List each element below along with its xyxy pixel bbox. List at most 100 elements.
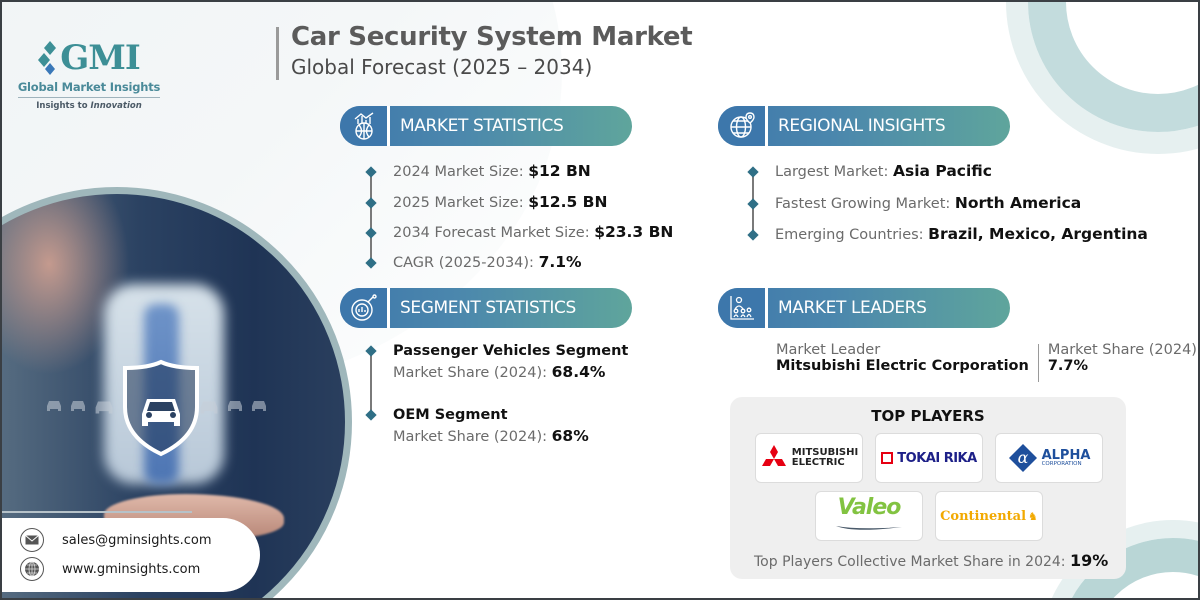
region-value: Asia Pacific: [892, 162, 992, 180]
stat-row-2025-size: 2025 Market Size: $12.5 BN: [365, 193, 673, 223]
logo-text: GMI: [60, 38, 141, 78]
mail-icon: [20, 528, 44, 552]
segment-passenger-vehicles: Passenger Vehicles Segment Market Share …: [365, 343, 629, 407]
chart-globe-icon: [340, 106, 390, 146]
segment-value: 68%: [551, 427, 589, 445]
section-title: SEGMENT STATISTICS: [400, 298, 576, 318]
segment-value: 68.4%: [551, 363, 606, 381]
brand-name: Global Market Insights: [17, 80, 161, 94]
car-icon: [252, 401, 266, 411]
continental-horse-icon: ♞: [1028, 509, 1038, 523]
car-icon: [71, 401, 85, 411]
leader-label: Market Leader: [776, 342, 881, 358]
logo-text: Continental: [940, 508, 1027, 524]
top-players-footer: Top Players Collective Market Share in 2…: [754, 551, 1108, 570]
title-accent-bar: [276, 27, 279, 80]
bullet-icon: [747, 229, 759, 241]
region-row-emerging: Emerging Countries: Brazil, Mexico, Arge…: [747, 225, 1148, 253]
tagline-emphasis: Innovation: [90, 101, 142, 111]
brand-tagline: Insights to Innovation: [16, 101, 162, 111]
regional-insights-header: REGIONAL INSIGHTS: [718, 106, 1010, 146]
gmi-logo: GMI Global Market Insights Insights to I…: [16, 38, 162, 111]
logo-text: TOKAI RIKA: [897, 450, 977, 466]
segment-label: Market Share (2024):: [393, 429, 552, 445]
diamond-logo-icon: [38, 41, 57, 75]
region-label: Fastest Growing Market:: [775, 196, 955, 212]
leader-value: Mitsubishi Electric Corporation: [776, 358, 1029, 374]
stat-label: 2034 Forecast Market Size:: [393, 225, 595, 241]
bullet-icon: [747, 166, 759, 178]
footer-value: 19%: [1069, 551, 1109, 570]
regional-insights-list: Largest Market: Asia Pacific Fastest Gro…: [747, 162, 1148, 253]
region-label: Emerging Countries:: [775, 227, 929, 243]
logo-line1: ALPHA: [1041, 447, 1091, 463]
car-row-left: [44, 399, 116, 416]
logo-mark: GMI: [16, 38, 162, 78]
bullet-icon: [365, 409, 377, 421]
section-title: MARKET LEADERS: [778, 298, 927, 318]
logo-mitsubishi-electric: MITSUBISHI ELECTRIC: [755, 433, 863, 483]
stat-label: 2025 Market Size:: [393, 195, 529, 211]
bullet-icon: [747, 198, 759, 210]
stat-row-2034-forecast: 2034 Forecast Market Size: $23.3 BN: [365, 223, 674, 253]
page-subtitle: Global Forecast (2025 – 2034): [291, 55, 593, 79]
top-players-card: TOP PLAYERS MITSUBISHI ELECTRIC TOKAI RI…: [730, 397, 1126, 579]
contact-website[interactable]: www.gminsights.com: [20, 557, 200, 581]
footer-label: Top Players Collective Market Share in 2…: [754, 554, 1070, 570]
logo-divider: [18, 97, 160, 98]
stat-value: 7.1%: [538, 253, 582, 271]
share-value: 7.7%: [1047, 358, 1089, 374]
page-title: Car Security System Market: [291, 22, 693, 52]
shield-car-icon: [123, 359, 199, 457]
tokai-rika-mark-icon: [881, 452, 894, 464]
region-row-largest: Largest Market: Asia Pacific: [747, 162, 1148, 194]
stat-value: $23.3 BN: [594, 223, 674, 241]
valeo-swoosh-icon: [836, 526, 902, 530]
share-label: Market Share (2024): [1047, 342, 1197, 358]
market-statistics-list: 2024 Market Size: $12 BN 2025 Market Siz…: [365, 162, 674, 281]
stat-value: $12 BN: [528, 162, 591, 180]
contact-divider: [2, 511, 192, 513]
car-icon: [200, 401, 218, 414]
logo-line2: CORPORATION: [1041, 460, 1082, 467]
section-title: MARKET STATISTICS: [400, 116, 564, 136]
stat-label: CAGR (2025-2034):: [393, 255, 539, 271]
globe-pin-icon: [718, 106, 768, 146]
website-link[interactable]: www.gminsights.com: [62, 561, 201, 577]
list-rail: [370, 350, 372, 414]
contact-email[interactable]: sales@gminsights.com: [20, 528, 212, 552]
segment-title: Passenger Vehicles Segment: [393, 343, 629, 359]
email-link[interactable]: sales@gminsights.com: [62, 532, 212, 548]
svg-text:α: α: [1017, 448, 1028, 467]
logo-continental: Continental ♞: [935, 491, 1043, 541]
car-row-right: [197, 399, 269, 416]
mitsubishi-diamonds-icon: [761, 445, 786, 466]
car-icon: [47, 401, 61, 411]
stat-row-cagr: CAGR (2025-2034): 7.1%: [365, 253, 673, 281]
leader-divider: [1037, 344, 1039, 382]
segment-title: OEM Segment: [393, 407, 508, 423]
car-icon: [228, 401, 242, 411]
stat-value: $12.5 BN: [528, 193, 608, 211]
segment-label: Market Share (2024):: [393, 365, 552, 381]
stat-label: 2024 Market Size:: [393, 164, 529, 180]
market-leaders-header: MARKET LEADERS: [718, 288, 1010, 328]
region-row-fastest: Fastest Growing Market: North America: [747, 194, 1148, 225]
segment-statistics-header: SEGMENT STATISTICS: [340, 288, 632, 328]
market-statistics-header: MARKET STATISTICS: [340, 106, 632, 146]
market-leader-info: Market Leader Mitsubishi Electric Corpor…: [776, 342, 1197, 382]
segment-oem: OEM Segment Market Share (2024): 68%: [365, 407, 628, 457]
tagline-prefix: Insights to: [36, 101, 91, 111]
leaders-chart-icon: [718, 288, 768, 328]
top-players-title: TOP PLAYERS: [871, 407, 985, 425]
car-icon: [95, 401, 113, 414]
list-rail: [370, 172, 372, 264]
pie-chart-icon: [340, 288, 390, 328]
logo-line2: ELECTRIC: [791, 457, 845, 468]
logo-tokai-rika: TOKAI RIKA: [875, 433, 983, 483]
decorative-ring-top-right: [1028, 2, 1198, 132]
contact-panel: sales@gminsights.com www.gminsights.com: [2, 518, 260, 592]
segment-statistics-list: Passenger Vehicles Segment Market Share …: [365, 343, 629, 457]
section-title: REGIONAL INSIGHTS: [778, 116, 946, 136]
